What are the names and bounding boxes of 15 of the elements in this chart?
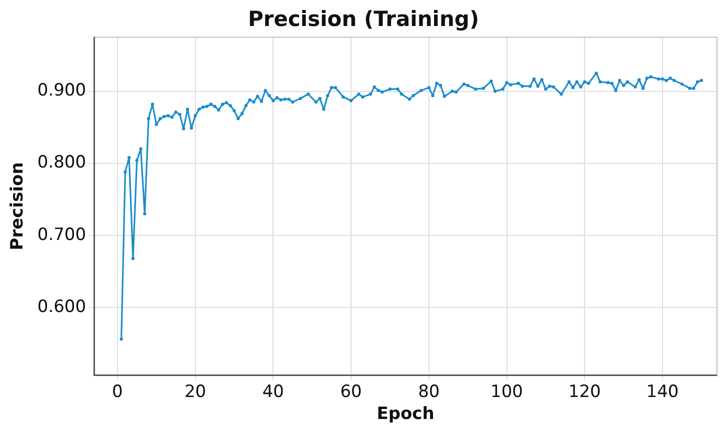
chart-title: Precision (Training) bbox=[248, 7, 480, 32]
y-tick-label: 0.900 bbox=[37, 80, 86, 101]
x-tick-label: 100 bbox=[490, 382, 523, 402]
x-tick-label: 120 bbox=[568, 382, 601, 402]
x-tick-label: 140 bbox=[646, 382, 679, 402]
x-tick-label: 80 bbox=[418, 382, 440, 402]
y-axis-title: Precision bbox=[8, 162, 28, 250]
x-tick-label: 40 bbox=[262, 382, 284, 402]
y-tick-label: 0.800 bbox=[37, 152, 86, 173]
x-axis-title: Epoch bbox=[376, 404, 434, 424]
x-tick-label: 0 bbox=[112, 382, 123, 402]
x-tick-label: 20 bbox=[184, 382, 206, 402]
y-tick-label: 0.600 bbox=[37, 296, 86, 317]
x-tick-label: 60 bbox=[340, 382, 362, 402]
y-tick-label: 0.700 bbox=[37, 224, 86, 245]
